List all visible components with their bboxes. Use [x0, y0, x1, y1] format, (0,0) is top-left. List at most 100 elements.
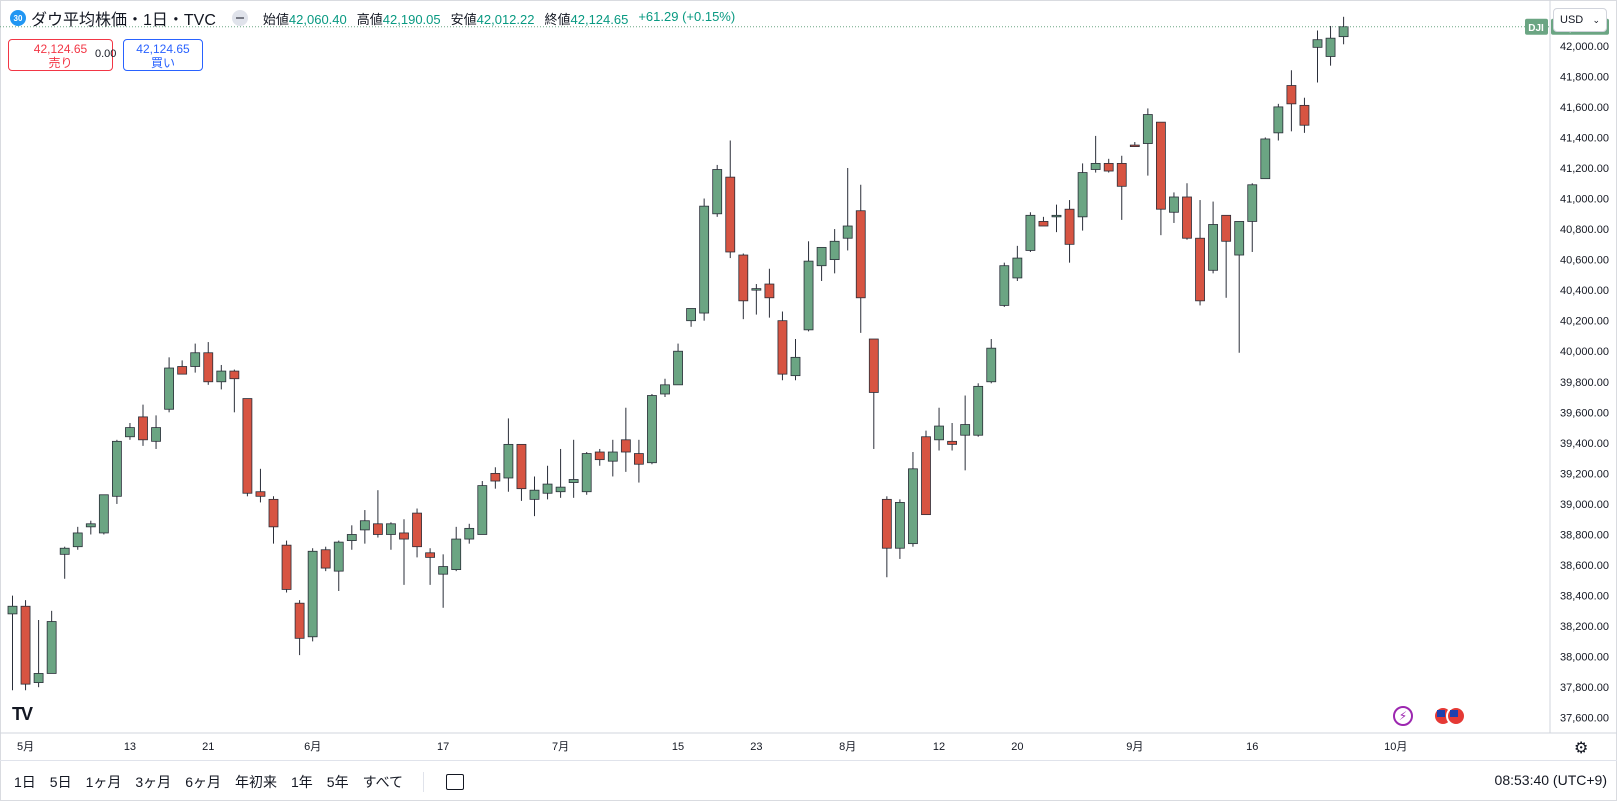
candle: [829, 229, 840, 274]
bottom-toolbar: 1日 5日 1ヶ月 3ヶ月 6ヶ月 年初来 1年 5年 すべて 08:53:40 (UTC+9): [0, 760, 1617, 802]
candle-body: [973, 385, 984, 436]
currency-select[interactable]: USD ⌄: [1553, 8, 1607, 32]
buy-price: 42,124.65: [136, 42, 190, 56]
candle: [386, 522, 396, 550]
us-flag-event-icon-2[interactable]: [1446, 706, 1466, 726]
candle-body: [803, 260, 814, 331]
candle-body: [855, 210, 866, 299]
candle-body: [1195, 237, 1205, 302]
candle-body: [1090, 162, 1101, 170]
candle-body: [294, 602, 305, 639]
time-tick-label: 13: [124, 741, 136, 753]
candle: [1103, 158, 1114, 173]
price-tick-label: 40,800.00: [1560, 224, 1609, 236]
range-button[interactable]: 1年: [290, 773, 313, 790]
candle: [203, 342, 214, 385]
candle-body: [138, 416, 148, 441]
candle-body: [986, 347, 997, 383]
candle-body: [1286, 85, 1297, 105]
candle-body: [712, 169, 723, 215]
candle: [1038, 216, 1049, 227]
chart-legend: 30 ダウ平均株価・1日・TVC 始値42,060.40 高値42,190.05 安…: [0, 0, 1540, 36]
candle: [294, 600, 305, 656]
range-button[interactable]: 年初来: [234, 773, 277, 790]
candle-body: [568, 479, 579, 483]
candle: [699, 198, 710, 321]
buy-button[interactable]: 42,124.65 買い: [123, 39, 203, 71]
range-button[interactable]: 5年: [326, 773, 349, 790]
range-button[interactable]: すべて: [362, 773, 404, 790]
ohlc-value: 42,060.40: [288, 11, 347, 27]
sell-button[interactable]: 42,124.65 売り: [8, 39, 113, 71]
range-button[interactable]: 1ヶ月: [85, 773, 122, 790]
candle: [816, 246, 827, 281]
time-tick-label: 20: [1011, 741, 1023, 753]
time-axis[interactable]: 5月 13 21 6月 17 7月 15 23 8月 12 20 9月 16 10月: [17, 741, 1407, 753]
ohlc-label: 終値: [544, 11, 571, 27]
candle-body: [555, 486, 566, 493]
event-lightning-icon[interactable]: ⚡: [1393, 706, 1413, 726]
candle-body: [425, 552, 436, 558]
candle: [490, 467, 501, 489]
price-tick-label: 39,200.00: [1560, 468, 1609, 480]
candle-body: [777, 320, 788, 375]
candle-body: [686, 308, 696, 322]
range-button[interactable]: 1日: [14, 773, 36, 790]
time-tick-label: 15: [672, 741, 684, 753]
candle: [516, 443, 527, 501]
candle-body: [1234, 221, 1245, 256]
collapse-legend-icon[interactable]: [231, 10, 248, 26]
price-tick-label: 40,600.00: [1560, 255, 1609, 267]
candle: [686, 308, 696, 327]
candle-body: [1169, 196, 1179, 213]
candle: [412, 508, 422, 558]
candle: [46, 610, 57, 674]
candle-body: [1116, 162, 1127, 187]
candle-body: [921, 436, 931, 516]
sell-label: 売り: [48, 56, 73, 70]
candle-body: [647, 395, 657, 464]
candle-body: [177, 366, 188, 375]
tradingview-logo-icon[interactable]: TV: [12, 704, 33, 724]
candle-body: [816, 246, 827, 267]
candle-body: [229, 370, 240, 380]
price-chart[interactable]: 37,600.00 37,800.00 38,000.00 38,200.00 38,4…: [0, 0, 1617, 760]
candle: [1312, 30, 1323, 83]
candle-body: [255, 491, 266, 497]
price-tick-label: 37,600.00: [1560, 713, 1609, 725]
gear-icon[interactable]: ⚙: [1574, 740, 1589, 757]
candle: [190, 343, 201, 373]
candle-body: [203, 352, 214, 383]
candle: [112, 439, 122, 504]
candle-body: [503, 443, 514, 479]
price-tick-label: 41,200.00: [1560, 163, 1609, 175]
candle-body: [7, 605, 18, 615]
candle-body: [490, 472, 501, 482]
range-button[interactable]: 3ヶ月: [135, 773, 172, 790]
candle: [790, 339, 801, 381]
range-button[interactable]: 6ヶ月: [185, 773, 221, 790]
candle-body: [1038, 221, 1049, 227]
price-tick-label: 39,400.00: [1560, 438, 1609, 450]
candle: [1273, 103, 1284, 141]
range-button[interactable]: 5日: [49, 773, 72, 790]
price-axis[interactable]: 37,600.00 37,800.00 38,000.00 38,200.00 38,4…: [1560, 41, 1609, 725]
candle-body: [1260, 138, 1271, 180]
candle: [777, 311, 788, 381]
candle-body: [1273, 106, 1284, 134]
time-tick-label: 7月: [552, 741, 569, 753]
symbol-title[interactable]: ダウ平均株価・1日・TVC: [31, 12, 216, 29]
candle-body: [151, 427, 161, 442]
price-tick-label: 39,600.00: [1560, 407, 1609, 419]
candle-body: [934, 425, 944, 441]
calendar-icon[interactable]: [446, 773, 465, 790]
candle: [1090, 135, 1101, 173]
candle: [973, 383, 984, 437]
candle-body: [1012, 257, 1023, 279]
candle: [1338, 16, 1349, 45]
candle-body: [699, 205, 710, 314]
clock[interactable]: 08:53:40 (UTC+9): [1494, 772, 1607, 788]
candle-body: [1051, 214, 1062, 218]
candle: [72, 526, 83, 550]
candle-body: [1312, 39, 1323, 48]
